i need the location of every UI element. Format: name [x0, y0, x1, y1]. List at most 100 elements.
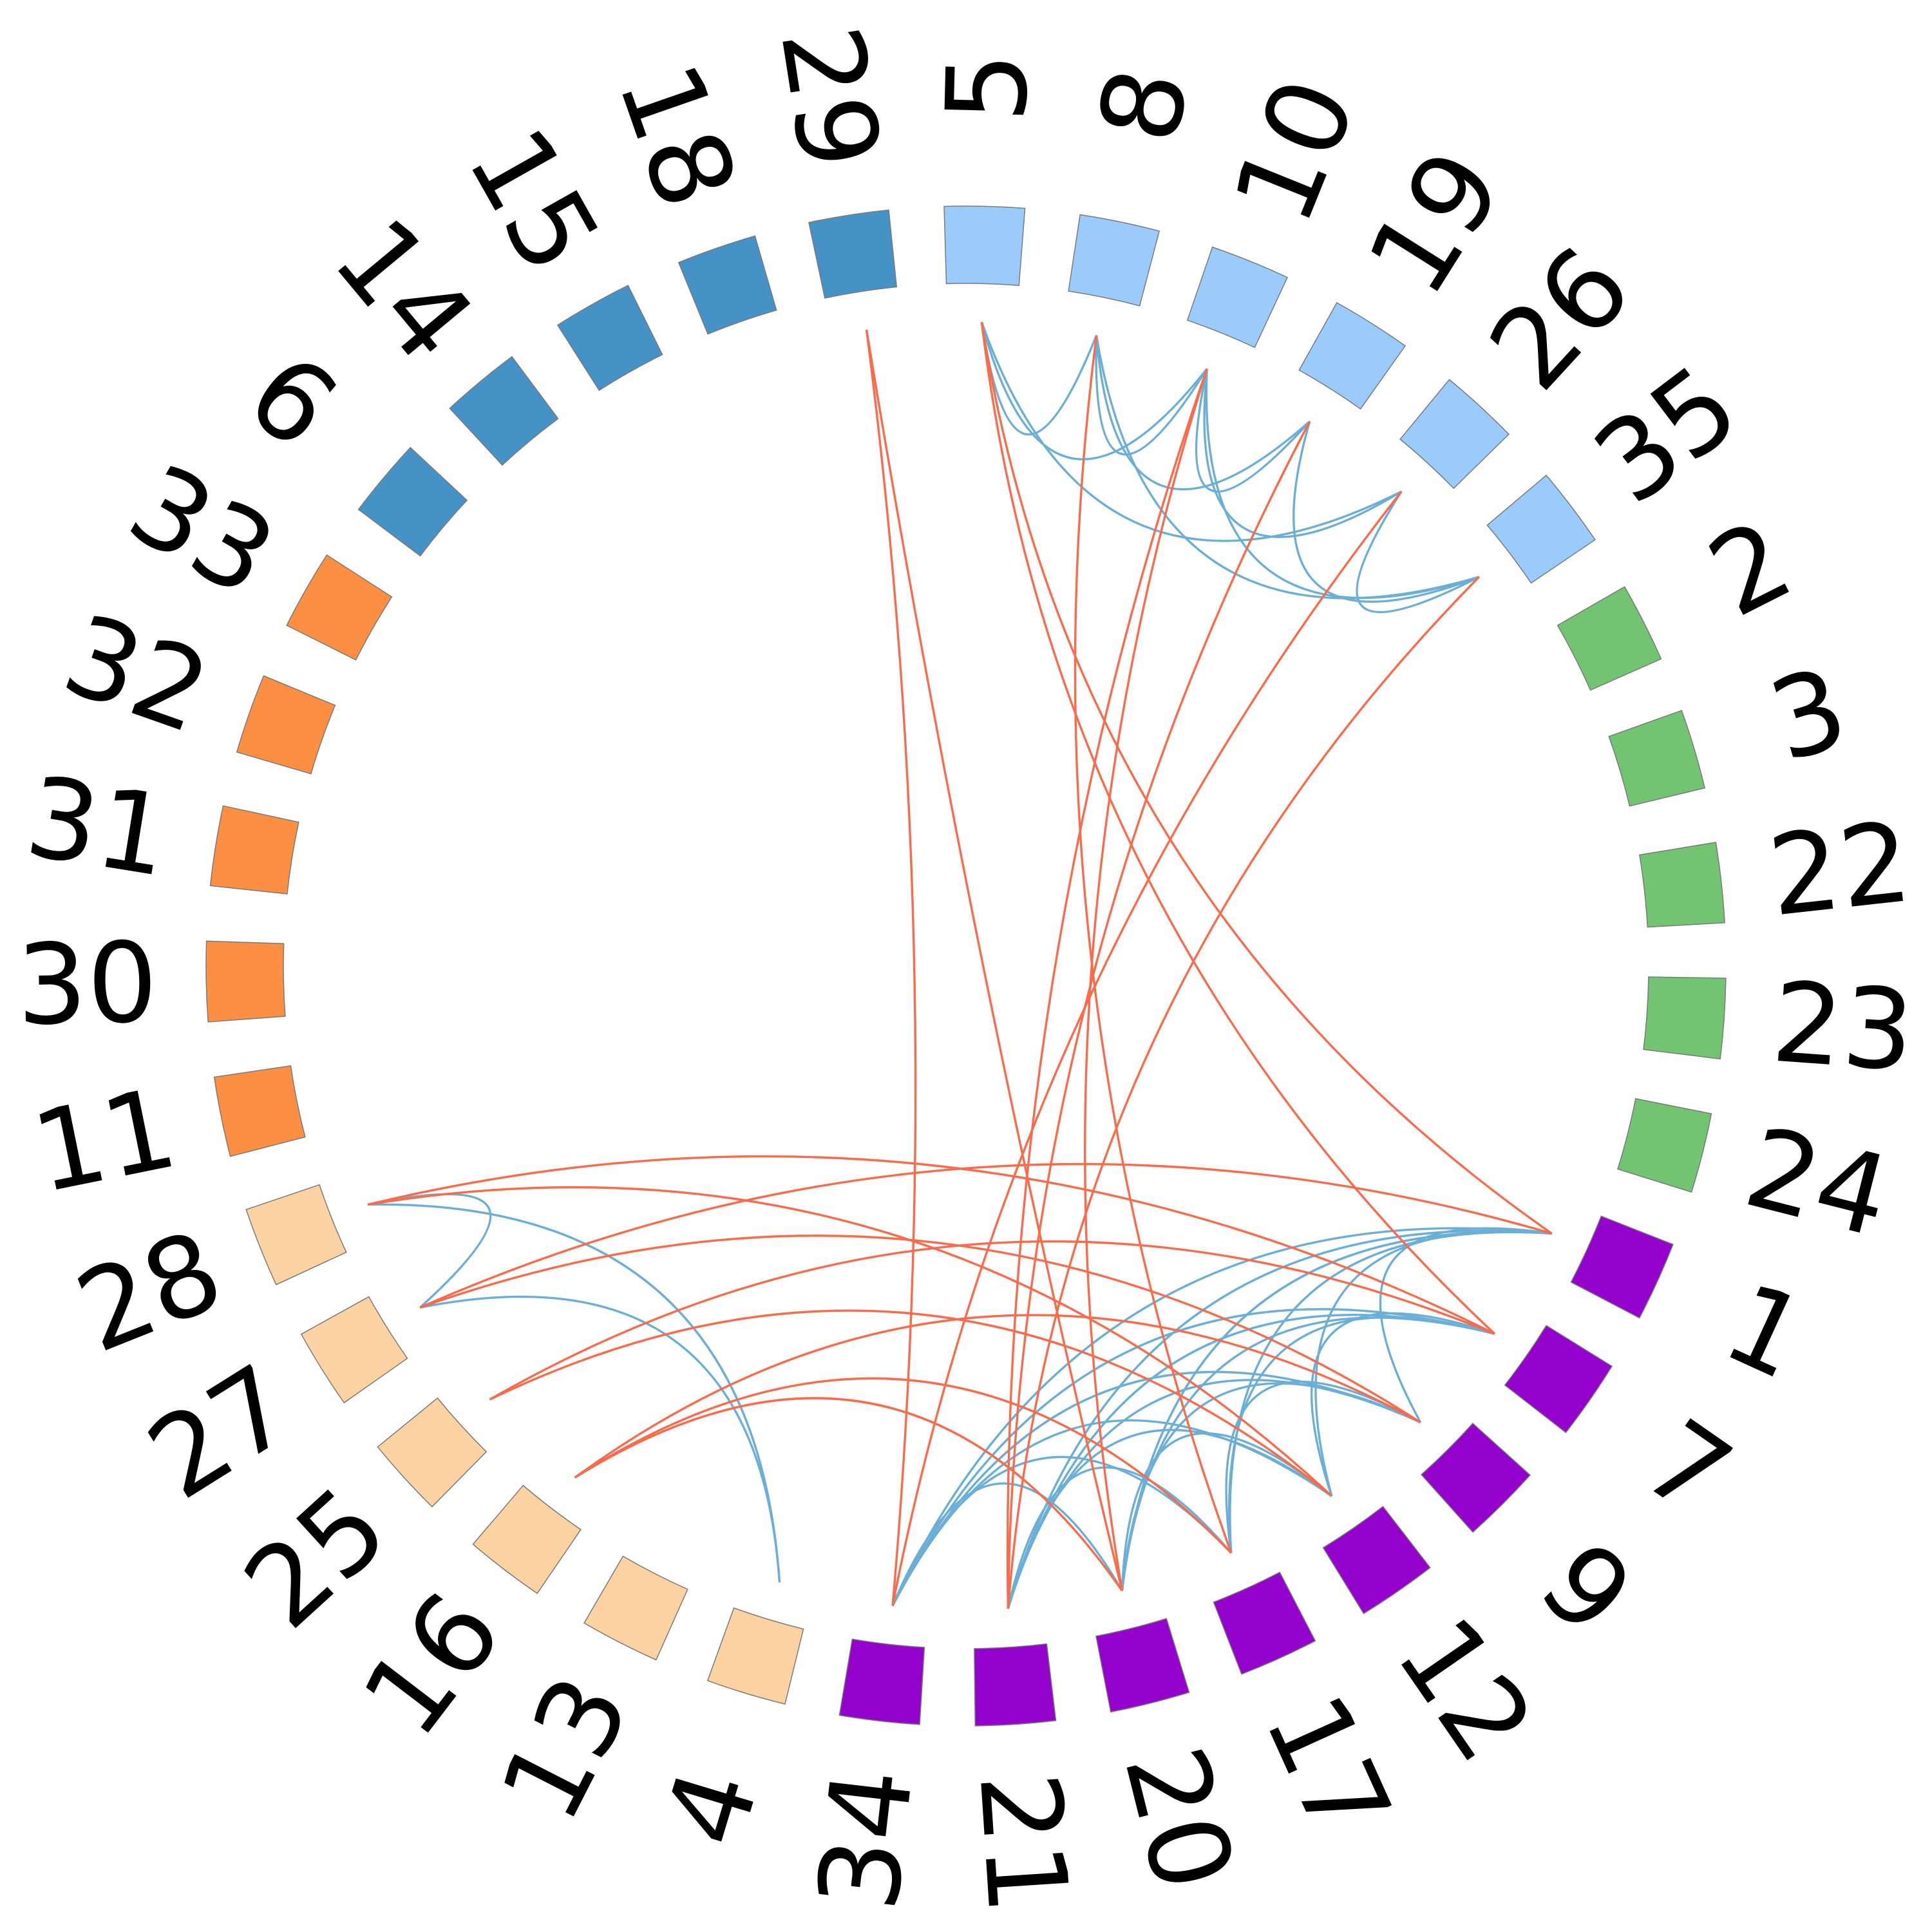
nodes-layer — [205, 205, 1727, 1727]
edge-29-20 — [865, 329, 1124, 1591]
node-block-5 — [943, 205, 1026, 287]
edge-28-12 — [367, 1186, 1332, 1497]
node-block-11 — [213, 1065, 306, 1157]
edge-10-26 — [1203, 368, 1403, 538]
node-label-5: 5 — [922, 50, 1054, 124]
edge-17-21 — [1007, 1466, 1233, 1609]
edge-27-9 — [419, 1235, 1421, 1423]
node-block-27 — [300, 1296, 408, 1404]
node-block-9 — [1420, 1423, 1531, 1533]
node-label-21: 21 — [954, 1768, 1093, 1918]
node-block-22 — [1639, 842, 1725, 928]
node-block-30 — [205, 940, 286, 1023]
edge-26-35 — [1356, 491, 1480, 614]
node-block-28 — [245, 1184, 347, 1285]
node-block-24 — [1617, 1098, 1712, 1193]
node-label-18: 18 — [593, 48, 762, 223]
node-block-8 — [1068, 214, 1160, 307]
node-block-2 — [1557, 586, 1662, 691]
node-label-31: 31 — [18, 752, 178, 902]
edge-26-34 — [891, 491, 1403, 1606]
node-block-35 — [1486, 474, 1596, 584]
edge-1-12 — [1314, 1230, 1552, 1497]
node-block-32 — [236, 675, 336, 775]
labels-layer: 5 810192635232223241791217202134413162527… — [15, 18, 1918, 1918]
edge-20-34 — [891, 1482, 1123, 1607]
node-block-31 — [209, 805, 299, 895]
node-block-19 — [1298, 302, 1406, 410]
edge-8-10 — [1095, 335, 1208, 456]
edge-17-34 — [891, 1455, 1232, 1607]
node-block-21 — [974, 1643, 1057, 1727]
edge-8-17 — [1074, 335, 1233, 1553]
edge-1-9 — [1379, 1227, 1552, 1423]
node-label-24: 24 — [1734, 1103, 1902, 1263]
node-label-9: 9 — [1515, 1518, 1657, 1659]
edge-10-19 — [1195, 368, 1311, 493]
node-label-29: 29 — [755, 18, 905, 177]
node-block-23 — [1643, 976, 1727, 1060]
node-block-1 — [1570, 1215, 1674, 1319]
node-label-13: 13 — [476, 1656, 656, 1841]
edge-10-35 — [1205, 368, 1480, 600]
node-label-15: 15 — [442, 108, 625, 294]
node-label-28: 28 — [60, 1206, 239, 1378]
node-block-10 — [1186, 246, 1289, 348]
node-block-13 — [583, 1555, 688, 1661]
edge-5-7 — [980, 322, 1496, 1335]
node-label-3: 3 — [1756, 643, 1861, 787]
edge-1-34 — [891, 1227, 1552, 1607]
node-block-20 — [1095, 1618, 1190, 1713]
edge-7-17 — [1228, 1316, 1495, 1553]
node-block-6 — [357, 446, 468, 557]
node-block-3 — [1608, 710, 1706, 807]
edge-27-1 — [419, 1162, 1553, 1309]
node-block-34 — [838, 1638, 925, 1725]
node-block-25 — [377, 1397, 488, 1508]
node-block-12 — [1322, 1506, 1431, 1615]
edge-12-21 — [1007, 1428, 1332, 1609]
node-label-23: 23 — [1768, 958, 1918, 1097]
edge-29-34 — [865, 329, 917, 1606]
node-label-1: 1 — [1707, 1258, 1824, 1405]
edge-27-4 — [419, 1295, 781, 1583]
node-label-8: 8 — [1074, 57, 1215, 153]
node-label-32: 32 — [49, 589, 225, 758]
node-label-4: 4 — [639, 1755, 784, 1860]
node-label-30: 30 — [15, 918, 159, 1050]
edge-12-20 — [1121, 1432, 1332, 1591]
node-label-20: 20 — [1099, 1735, 1259, 1903]
node-label-17: 17 — [1240, 1676, 1416, 1858]
node-block-18 — [677, 235, 777, 335]
edge-19-21 — [1007, 421, 1311, 1609]
edge-8-19 — [1095, 335, 1311, 491]
edge-5-10 — [980, 321, 1208, 460]
edge-25-7 — [489, 1240, 1495, 1401]
edge-10-21 — [1006, 368, 1208, 1609]
node-block-14 — [449, 355, 559, 466]
edge-35-21 — [1007, 576, 1481, 1609]
edge-19-35 — [1293, 421, 1480, 603]
node-label-11: 11 — [23, 1063, 186, 1218]
node-block-15 — [556, 285, 663, 392]
node-block-33 — [286, 554, 393, 661]
edge-5-26 — [980, 321, 1402, 542]
node-label-2: 2 — [1689, 495, 1811, 642]
node-block-16 — [472, 1484, 582, 1595]
edge-7-12 — [1311, 1312, 1495, 1497]
edge-25-12 — [489, 1309, 1332, 1497]
node-label-10: 10 — [1209, 61, 1381, 240]
edge-16-20 — [574, 1397, 1123, 1592]
edge-10-20 — [1084, 368, 1208, 1591]
edge-9-20 — [1121, 1382, 1421, 1591]
edge-9-17 — [1225, 1380, 1421, 1553]
node-label-22: 22 — [1763, 797, 1917, 942]
node-block-26 — [1399, 379, 1510, 489]
node-block-7 — [1504, 1325, 1613, 1434]
edge-16-9 — [574, 1314, 1421, 1479]
edge-16-17 — [574, 1377, 1232, 1554]
node-block-4 — [706, 1607, 804, 1705]
node-label-6: 6 — [223, 329, 361, 473]
